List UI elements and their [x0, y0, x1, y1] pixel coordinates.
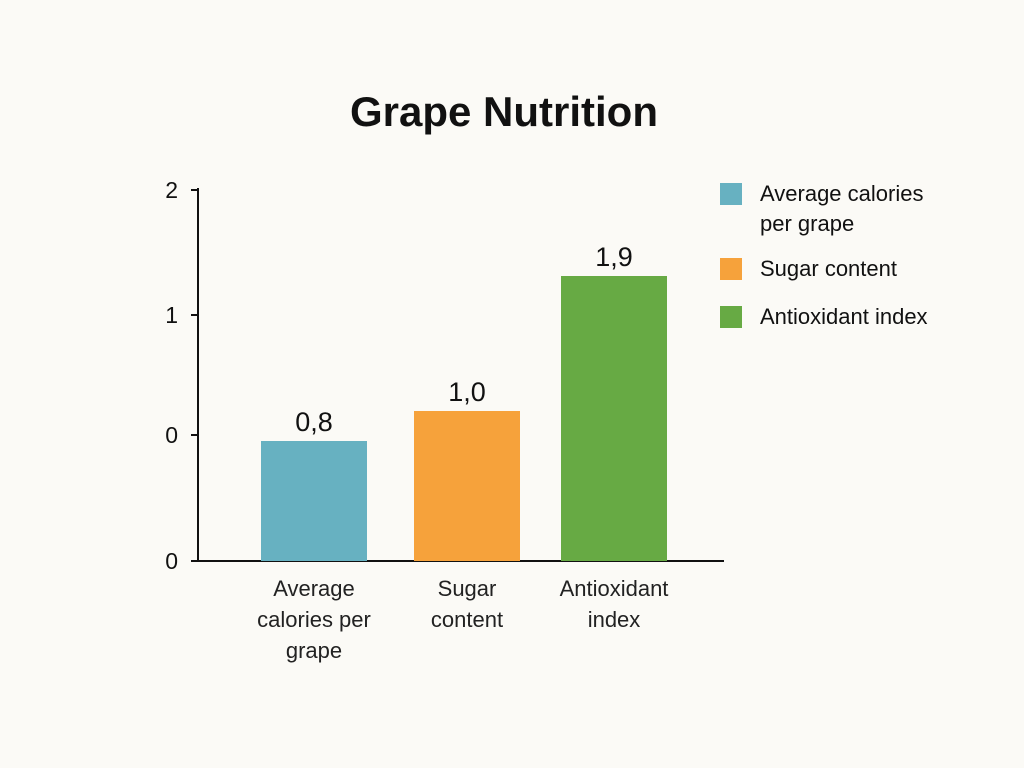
y-tick-label: 0 — [165, 422, 178, 448]
legend: Average calories per grape Sugar content An… — [720, 181, 928, 329]
x-tick-label-line: calories per — [257, 607, 371, 632]
x-tick-label-line: index — [588, 607, 641, 632]
legend-swatch-sugar-content — [720, 258, 742, 280]
y-tick-label: 0 — [165, 548, 178, 574]
y-tick-label: 2 — [165, 177, 178, 203]
category-labels-group: Average calories per grape Sugar content Anti… — [257, 576, 668, 663]
x-tick-label-line: Antioxidant — [560, 576, 669, 601]
legend-label-antioxidant-index: Antioxidant index — [760, 304, 928, 329]
value-label-antioxidant-index: 1,9 — [595, 242, 633, 272]
y-tick-label: 1 — [165, 302, 178, 328]
x-tick-label-line: Average — [273, 576, 355, 601]
y-axis-ticks: 2 1 0 0 — [165, 177, 198, 574]
legend-label-sugar-content: Sugar content — [760, 256, 897, 281]
x-tick-label-line: Sugar — [438, 576, 497, 601]
legend-label-line: Sugar content — [760, 256, 897, 281]
legend-label-average-calories-per-grape: Average calories per grape — [760, 181, 923, 236]
x-tick-label-line: content — [431, 607, 503, 632]
value-labels-group: 0,8 1,0 1,9 — [295, 242, 633, 437]
bar-average-calories-per-grape — [261, 441, 367, 561]
legend-label-line: Antioxidant index — [760, 304, 928, 329]
x-tick-label-line: grape — [286, 638, 342, 663]
legend-label-line: Average calories — [760, 181, 923, 206]
bar-antioxidant-index — [561, 276, 667, 561]
legend-label-line: per grape — [760, 211, 854, 236]
x-tick-label-sugar-content: Sugar content — [431, 576, 503, 632]
legend-swatch-antioxidant-index — [720, 306, 742, 328]
bars-group — [261, 276, 667, 561]
chart-title: Grape Nutrition — [350, 88, 658, 135]
value-label-average-calories-per-grape: 0,8 — [295, 407, 333, 437]
value-label-sugar-content: 1,0 — [448, 377, 486, 407]
x-tick-label-average-calories-per-grape: Average calories per grape — [257, 576, 371, 663]
legend-swatch-average-calories-per-grape — [720, 183, 742, 205]
bar-sugar-content — [414, 411, 520, 561]
x-tick-label-antioxidant-index: Antioxidant index — [560, 576, 669, 632]
